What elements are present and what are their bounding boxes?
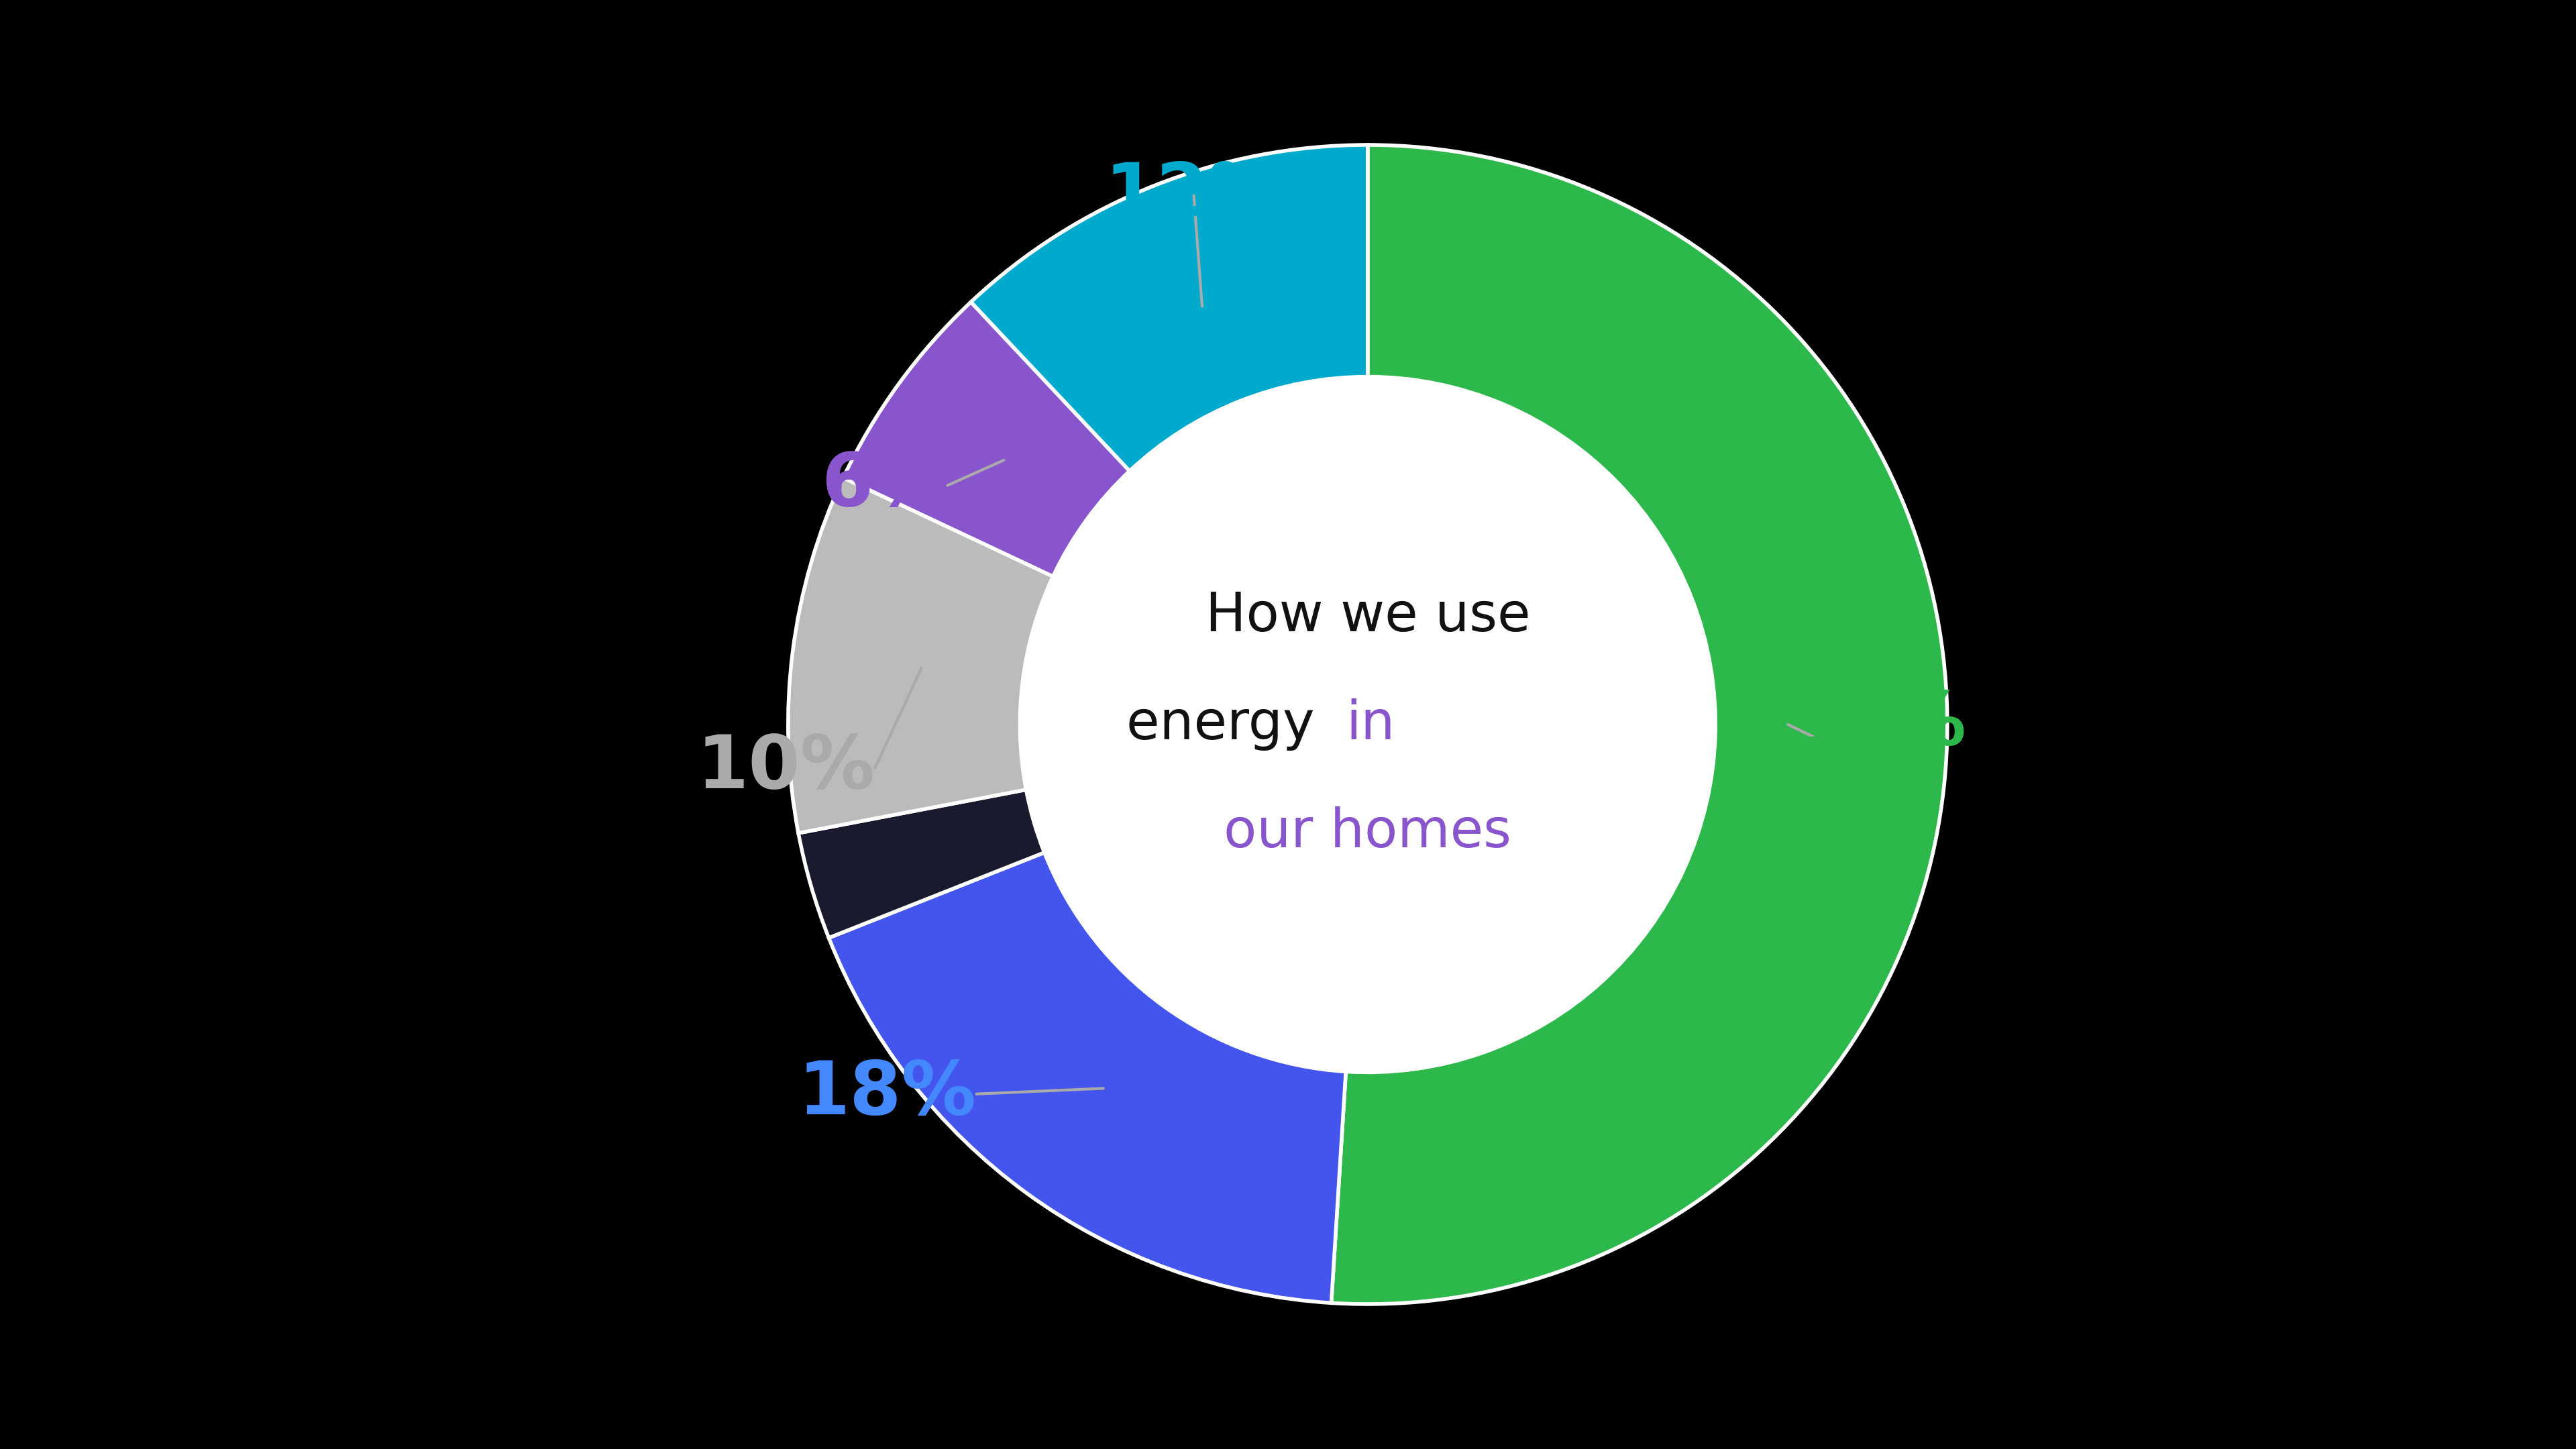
Wedge shape [842,301,1131,577]
Text: 12%: 12% [1105,159,1283,232]
Text: 18%: 18% [799,1058,976,1130]
Text: 6%: 6% [822,449,948,522]
Wedge shape [788,478,1054,833]
Text: How we use: How we use [1206,591,1530,643]
Text: 10%: 10% [696,732,876,804]
Wedge shape [799,790,1043,938]
Wedge shape [971,145,1368,471]
Text: our homes: our homes [1224,806,1512,858]
Text: in: in [1345,698,1396,751]
Text: energy: energy [1126,698,1332,751]
Wedge shape [1332,145,1947,1304]
Wedge shape [829,852,1345,1303]
Text: 51%: 51% [1788,688,1965,761]
Circle shape [1020,377,1716,1072]
